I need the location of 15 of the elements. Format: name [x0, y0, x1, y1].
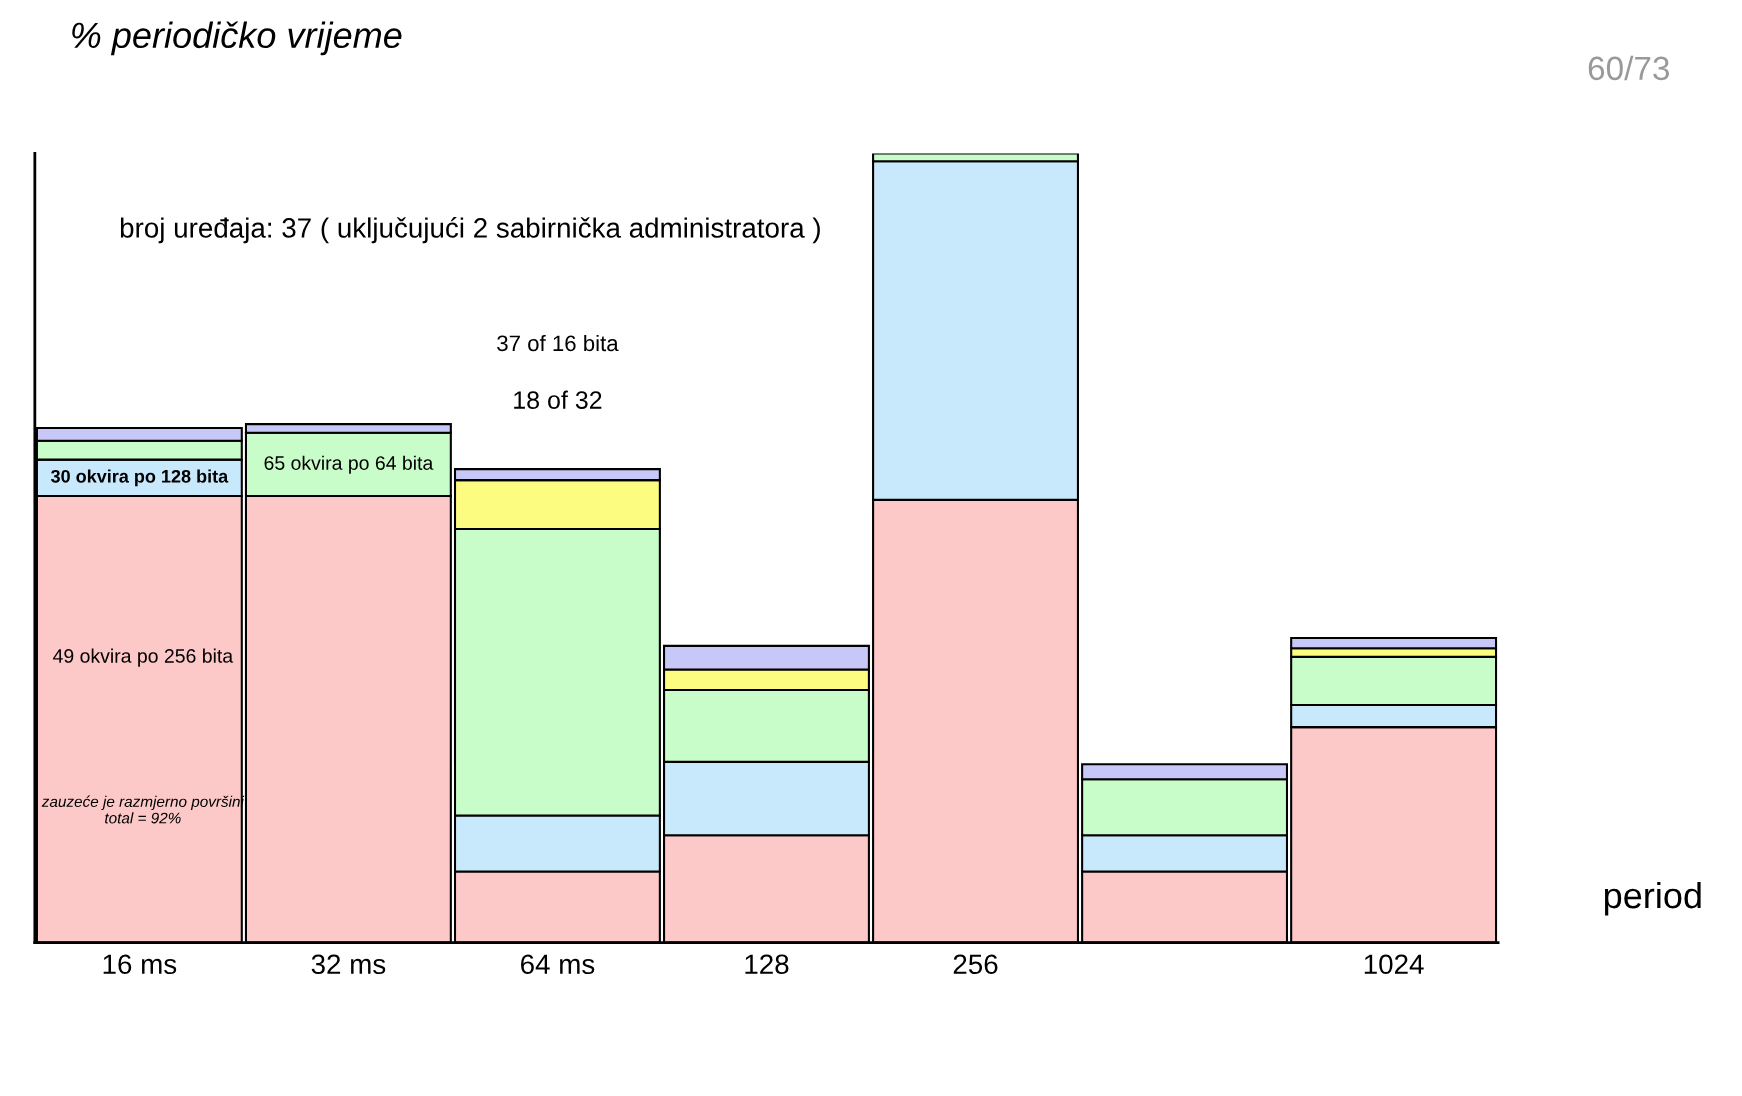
x-tick-label: 1024	[1364, 954, 1424, 975]
x-tick-label: 32 ms	[311, 954, 386, 975]
x-axis-title: period	[1604, 881, 1701, 916]
annotation: 49 okvira po 256 bita	[53, 648, 234, 667]
annotation: broj uređaja: 37 ( uključujući 2 sabirnička administratora )	[120, 217, 820, 244]
annotation: 18 of 32	[514, 390, 602, 409]
x-tick-label: 64 ms	[521, 954, 595, 975]
x-tick-label: 128	[745, 954, 789, 975]
annotation: 30 okvira po 128 bita	[50, 469, 229, 487]
y-axis-title: % periodičko vrijeme	[72, 21, 402, 56]
x-tick-label: 16 ms	[103, 954, 177, 975]
text: 60/73	[1588, 55, 1670, 81]
annotation: 37 of 16 bita	[497, 334, 619, 352]
annotation: 65 okvira po 64 bita	[264, 455, 434, 474]
x-tick-label: 256	[953, 954, 998, 975]
